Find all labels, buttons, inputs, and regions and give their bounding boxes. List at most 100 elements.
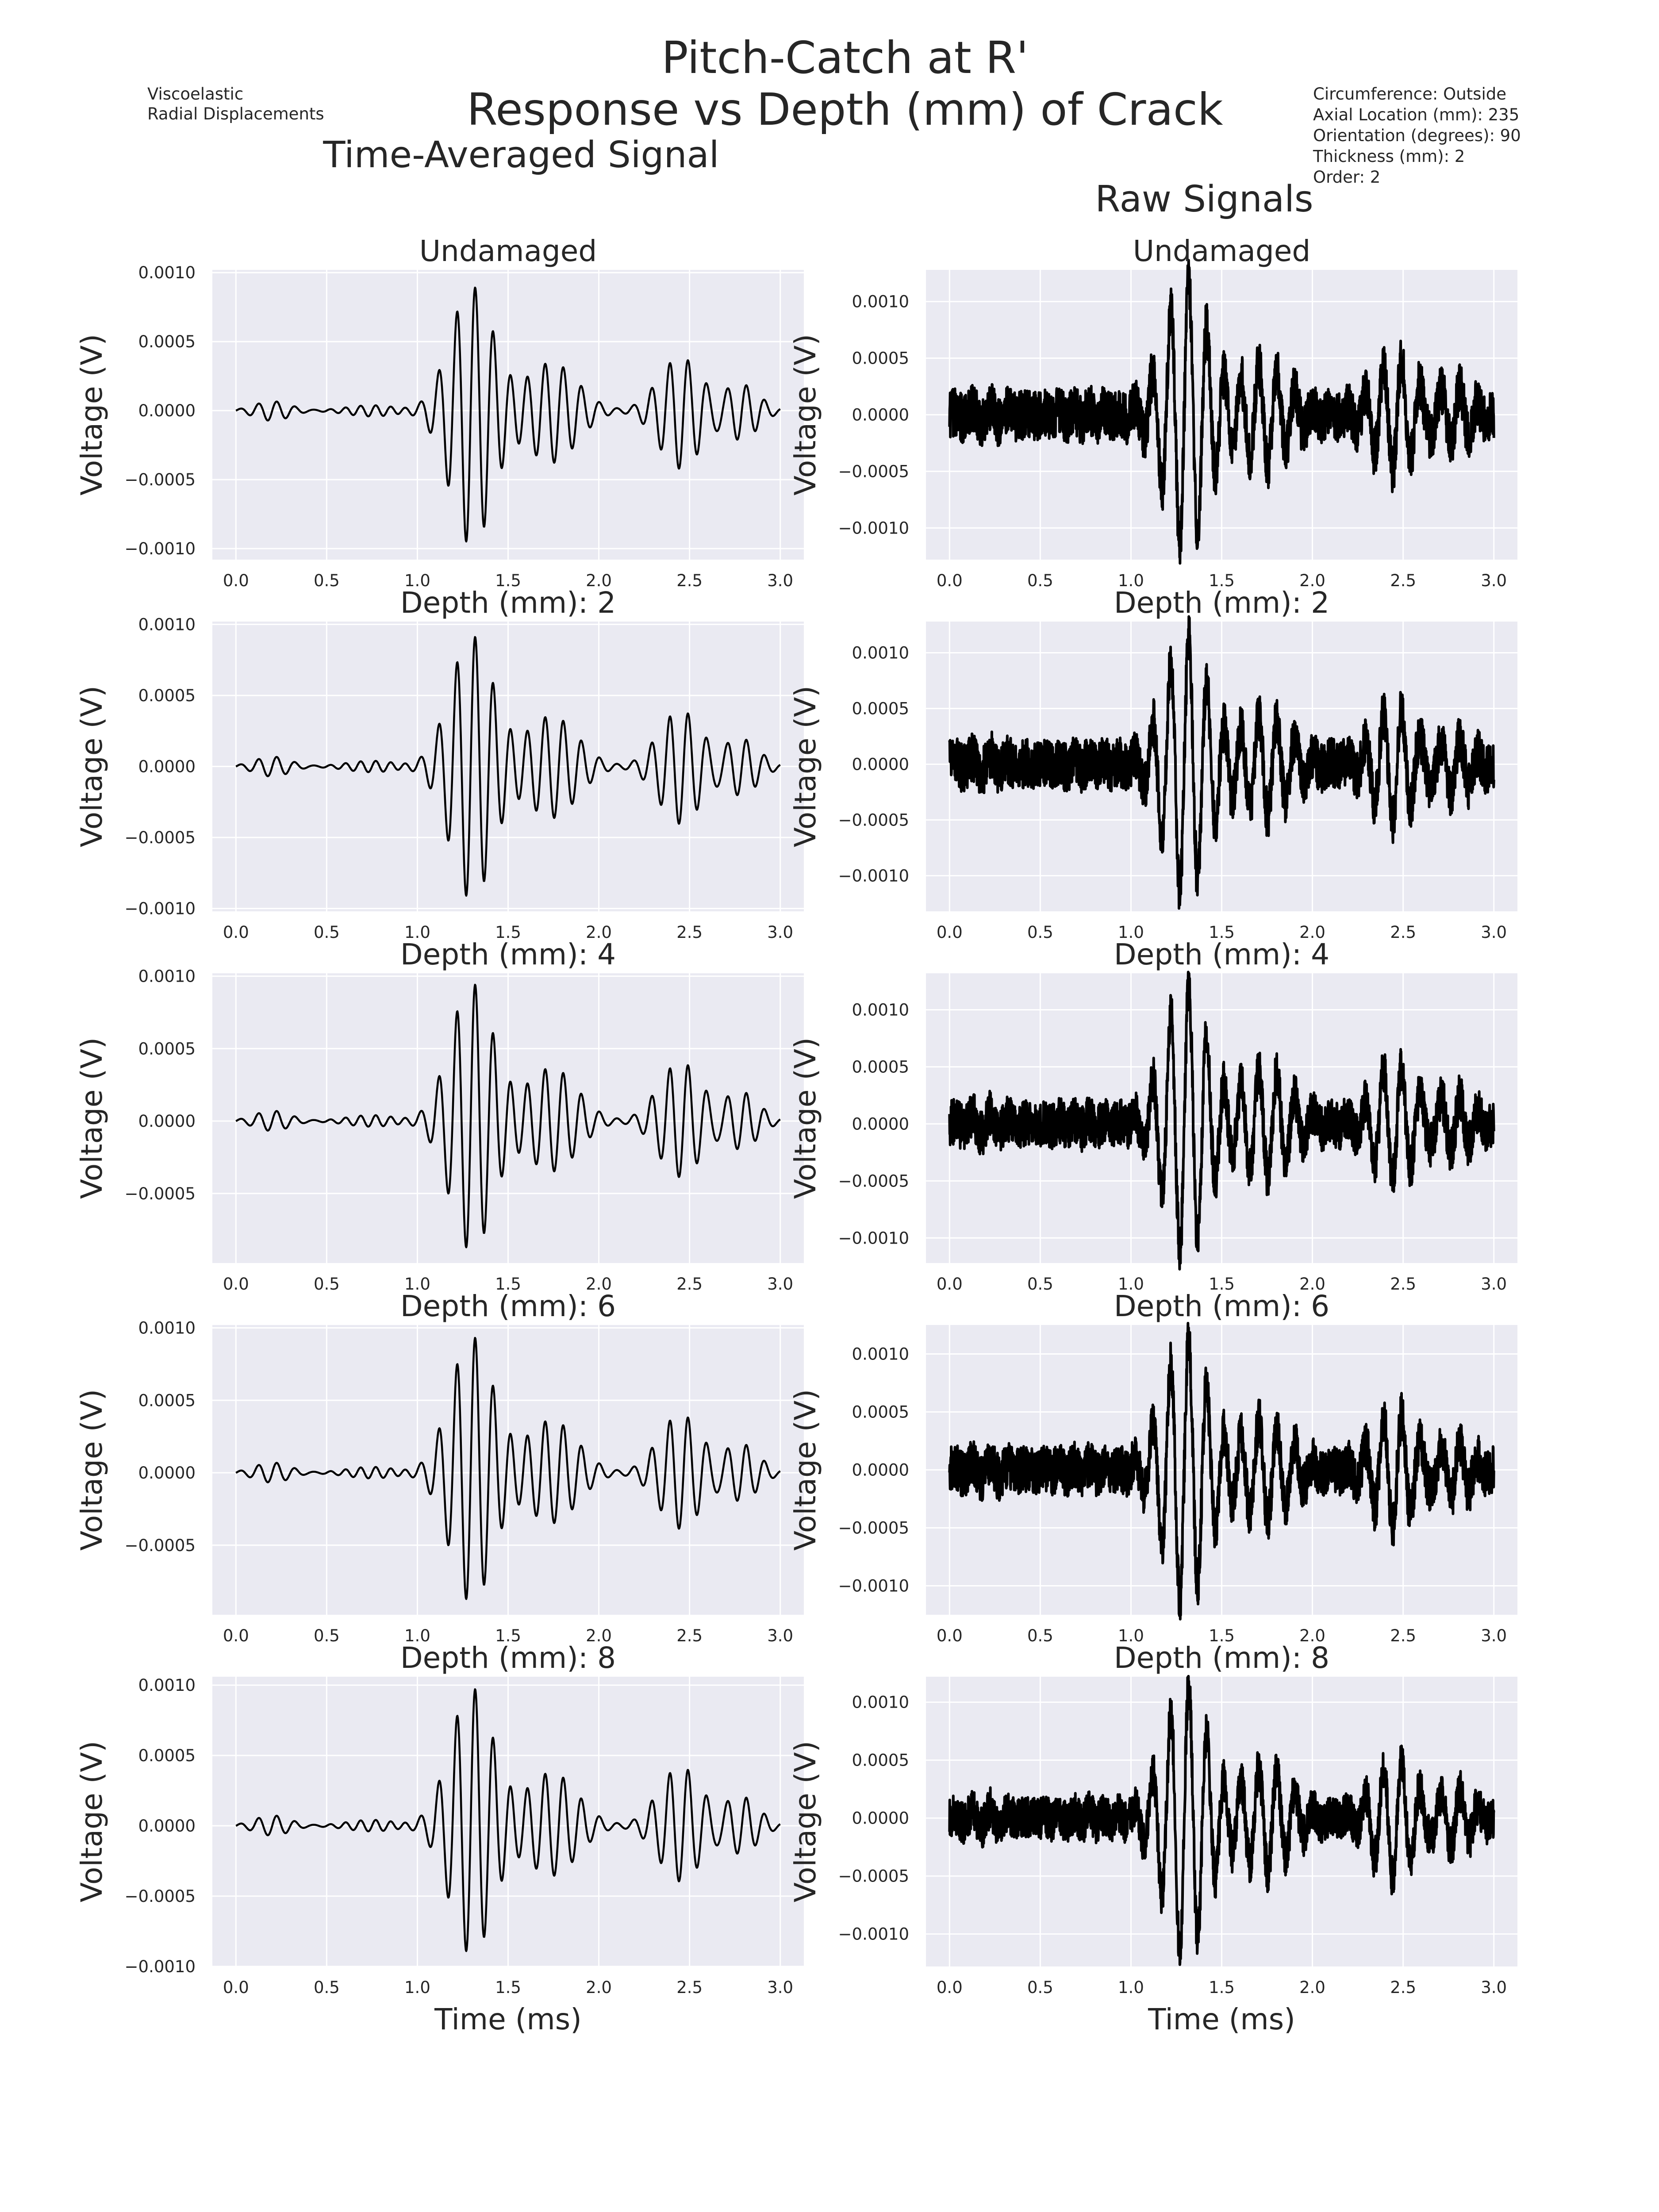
subplot-title: Undamaged [419,234,597,268]
y-tick-label: 0.0000 [852,1809,909,1828]
y-tick-label: 0.0005 [852,699,909,718]
x-tick-label: 1.0 [404,1978,430,1997]
y-tick-label: 0.0010 [138,967,196,986]
y-axis-label: Voltage (V) [788,1741,822,1902]
x-tick-label: 1.5 [495,923,521,942]
signal-line [948,1321,1495,1621]
x-tick-label: 2.0 [1299,923,1325,942]
y-axis-label: Voltage (V) [75,1389,109,1551]
info-right-axial-location: Axial Location (mm): 235 [1313,105,1519,124]
subplot-title: Undamaged [1133,234,1311,268]
x-tick-label: 3.0 [1481,1626,1507,1645]
y-tick-label: −0.0005 [838,1867,909,1886]
y-tick-label: −0.0010 [125,1957,196,1976]
y-tick-label: 0.0000 [852,406,909,425]
subplot-raw-3: 0.0 0.5 1.0 1.5 2.0 2.5 3.0 0.0010 0.0005 0.0000 −… [788,937,1517,1294]
x-tick-label: 1.0 [404,1275,430,1294]
y-tick-label: 0.0010 [138,263,196,282]
x-axis-label: Time (ms) [1148,2002,1295,2036]
y-axis-label: Voltage (V) [75,1037,109,1199]
info-left-line2: Radial Displacements [147,104,324,123]
subplot-title: Depth (mm): 6 [1114,1289,1329,1323]
y-tick-label: −0.0005 [838,462,909,481]
subplot-title: Depth (mm): 4 [400,937,616,972]
x-tick-label: 1.5 [1209,923,1235,942]
y-tick-label: −0.0010 [838,1925,909,1944]
y-tick-label: −0.0005 [125,1184,196,1203]
x-tick-label: 0.5 [1027,1978,1053,1997]
y-tick-label: 0.0005 [138,1746,196,1765]
x-tick-label: 2.0 [586,1978,612,1997]
subplot-grid: 0.0 0.5 1.0 1.5 2.0 2.5 3.0 0.0010 0.0005 0.0000 −… [75,234,1517,2036]
x-tick-label: 1.5 [1209,1275,1235,1294]
x-tick-label: 2.5 [1390,1275,1416,1294]
info-left-line1: Viscoelastic [147,84,243,104]
signal-line [948,259,1495,565]
x-tick-label: 2.5 [676,1275,703,1294]
x-tick-label: 0.0 [937,1978,963,1997]
subplot-title: Depth (mm): 8 [400,1641,616,1675]
x-tick-label: 2.5 [1390,1626,1416,1645]
y-tick-label: 0.0000 [138,1112,196,1131]
y-tick-label: 0.0000 [852,1461,909,1480]
x-tick-label: 0.0 [937,923,963,942]
x-tick-label: 2.0 [1299,1626,1325,1645]
subplot-title: Depth (mm): 2 [400,586,616,620]
x-tick-label: 0.5 [1027,571,1053,590]
x-tick-label: 2.0 [586,923,612,942]
signal-line [948,971,1495,1271]
y-tick-label: 0.0010 [138,615,196,634]
y-tick-label: 0.0010 [852,1693,909,1712]
x-tick-label: 1.0 [404,923,430,942]
x-tick-label: 0.5 [314,923,340,942]
x-tick-label: 2.0 [586,1275,612,1294]
y-tick-label: 0.0000 [138,1463,196,1482]
x-tick-label: 3.0 [767,1978,793,1997]
y-tick-label: −0.0010 [125,899,196,918]
x-tick-label: 2.5 [676,571,703,590]
subplot-avg-4: 0.0 0.5 1.0 1.5 2.0 2.5 3.0 0.0010 0.0005 0.0000 −… [75,1289,804,1645]
y-tick-label: −0.0005 [125,470,196,489]
y-axis-label: Voltage (V) [788,334,822,495]
subplot-title: Depth (mm): 2 [1114,586,1329,620]
y-tick-label: −0.0005 [125,1536,196,1555]
signal-line [235,286,781,543]
x-tick-label: 3.0 [1481,1275,1507,1294]
x-tick-label: 0.0 [937,1626,963,1645]
x-tick-label: 0.0 [223,1978,249,1997]
x-tick-label: 1.0 [1118,1275,1144,1294]
x-tick-label: 2.5 [1390,1978,1416,1997]
y-tick-label: 0.0000 [852,755,909,774]
x-tick-label: 2.0 [586,1626,612,1645]
x-tick-label: 0.0 [223,1626,249,1645]
x-tick-label: 3.0 [767,571,793,590]
y-tick-label: 0.0000 [852,1114,909,1133]
info-right-thickness: Thickness (mm): 2 [1313,147,1465,166]
y-tick-label: −0.0005 [838,810,909,830]
y-tick-label: 0.0010 [138,1319,196,1338]
x-tick-label: 1.5 [1209,1978,1235,1997]
y-tick-label: 0.0005 [138,332,196,351]
x-tick-label: 1.0 [404,1626,430,1645]
x-tick-label: 0.5 [314,571,340,590]
x-tick-label: 3.0 [1481,1978,1507,1997]
y-axis-label: Voltage (V) [788,686,822,847]
x-tick-label: 0.5 [314,1275,340,1294]
y-tick-label: −0.0005 [838,1171,909,1190]
x-tick-label: 0.0 [223,1275,249,1294]
x-tick-label: 1.0 [1118,923,1144,942]
y-axis-label: Voltage (V) [788,1389,822,1551]
x-tick-label: 1.5 [495,571,521,590]
x-tick-label: 0.0 [937,1275,963,1294]
x-tick-label: 0.5 [1027,1626,1053,1645]
left-column-title: Time-Averaged Signal [323,134,719,176]
subplot-title: Depth (mm): 8 [1114,1641,1329,1675]
y-tick-label: −0.0005 [125,828,196,847]
x-tick-label: 1.5 [1209,1626,1235,1645]
signal-line [948,1674,1495,1966]
y-tick-label: −0.0005 [838,1519,909,1538]
x-tick-label: 2.5 [1390,571,1416,590]
subplot-raw-1: 0.0 0.5 1.0 1.5 2.0 2.5 3.0 0.0010 0.0005 0.0000 −… [788,234,1517,590]
x-tick-label: 3.0 [1481,571,1507,590]
